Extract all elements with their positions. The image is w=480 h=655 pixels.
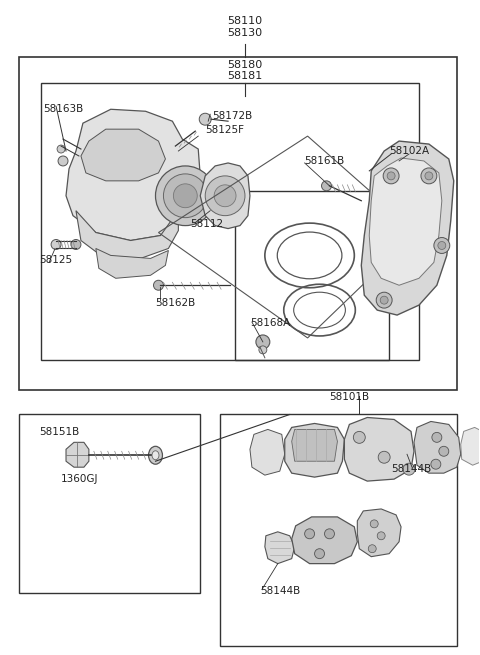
Polygon shape [361, 141, 454, 315]
Circle shape [259, 346, 267, 354]
Text: 58144B: 58144B [260, 586, 300, 597]
Text: 58162B: 58162B [156, 298, 196, 308]
Circle shape [199, 113, 211, 125]
Polygon shape [200, 163, 250, 229]
Text: 58163B: 58163B [43, 104, 84, 115]
Bar [41, 83, 419, 360]
Circle shape [156, 166, 215, 225]
Circle shape [214, 185, 236, 207]
Circle shape [154, 280, 164, 290]
Polygon shape [292, 430, 337, 461]
Text: 58180: 58180 [228, 60, 263, 69]
Polygon shape [292, 517, 357, 563]
Bar [19, 56, 457, 390]
Circle shape [434, 238, 450, 253]
Circle shape [324, 529, 335, 539]
Circle shape [164, 174, 207, 217]
Polygon shape [96, 248, 168, 278]
Polygon shape [369, 158, 442, 285]
Polygon shape [66, 109, 200, 240]
Circle shape [432, 432, 442, 442]
Circle shape [314, 549, 324, 559]
Circle shape [425, 172, 433, 180]
Text: 1360GJ: 1360GJ [61, 474, 98, 484]
Text: 58144B: 58144B [391, 464, 432, 474]
Circle shape [368, 545, 376, 553]
Polygon shape [344, 417, 414, 481]
Circle shape [256, 335, 270, 349]
Circle shape [51, 240, 61, 250]
Circle shape [403, 463, 415, 475]
Text: 58125F: 58125F [205, 125, 244, 135]
Circle shape [383, 168, 399, 184]
Text: 58172B: 58172B [212, 111, 252, 121]
Circle shape [431, 459, 441, 469]
Circle shape [370, 520, 378, 528]
Polygon shape [81, 129, 166, 181]
Polygon shape [285, 423, 344, 477]
Text: 58130: 58130 [228, 28, 263, 38]
Ellipse shape [148, 446, 162, 464]
Circle shape [173, 184, 197, 208]
Circle shape [376, 292, 392, 308]
Circle shape [380, 296, 388, 304]
Circle shape [421, 168, 437, 184]
Text: 58125: 58125 [39, 255, 72, 265]
Circle shape [439, 446, 449, 457]
Circle shape [378, 451, 390, 463]
Text: 58101B: 58101B [329, 392, 370, 402]
Circle shape [58, 156, 68, 166]
Text: 58168A: 58168A [250, 318, 290, 328]
Text: 58110: 58110 [228, 16, 263, 26]
Polygon shape [250, 430, 285, 475]
Polygon shape [76, 211, 179, 259]
Polygon shape [357, 509, 401, 557]
Text: 58161B: 58161B [305, 156, 345, 166]
Polygon shape [461, 428, 480, 465]
Circle shape [57, 145, 65, 153]
Bar [19, 415, 200, 593]
Circle shape [353, 432, 365, 443]
Circle shape [387, 172, 395, 180]
Polygon shape [414, 421, 461, 473]
Circle shape [205, 176, 245, 215]
Ellipse shape [152, 451, 159, 460]
Text: 58151B: 58151B [39, 428, 79, 438]
Circle shape [438, 242, 446, 250]
Circle shape [322, 181, 332, 191]
Bar [235, 191, 389, 360]
Circle shape [71, 240, 81, 250]
Polygon shape [265, 532, 295, 563]
Text: 58102A: 58102A [389, 146, 429, 156]
Bar [220, 415, 457, 646]
Polygon shape [66, 442, 89, 467]
Text: 58181: 58181 [228, 71, 263, 81]
Circle shape [305, 529, 314, 539]
Circle shape [377, 532, 385, 540]
Text: 58112: 58112 [190, 219, 223, 229]
